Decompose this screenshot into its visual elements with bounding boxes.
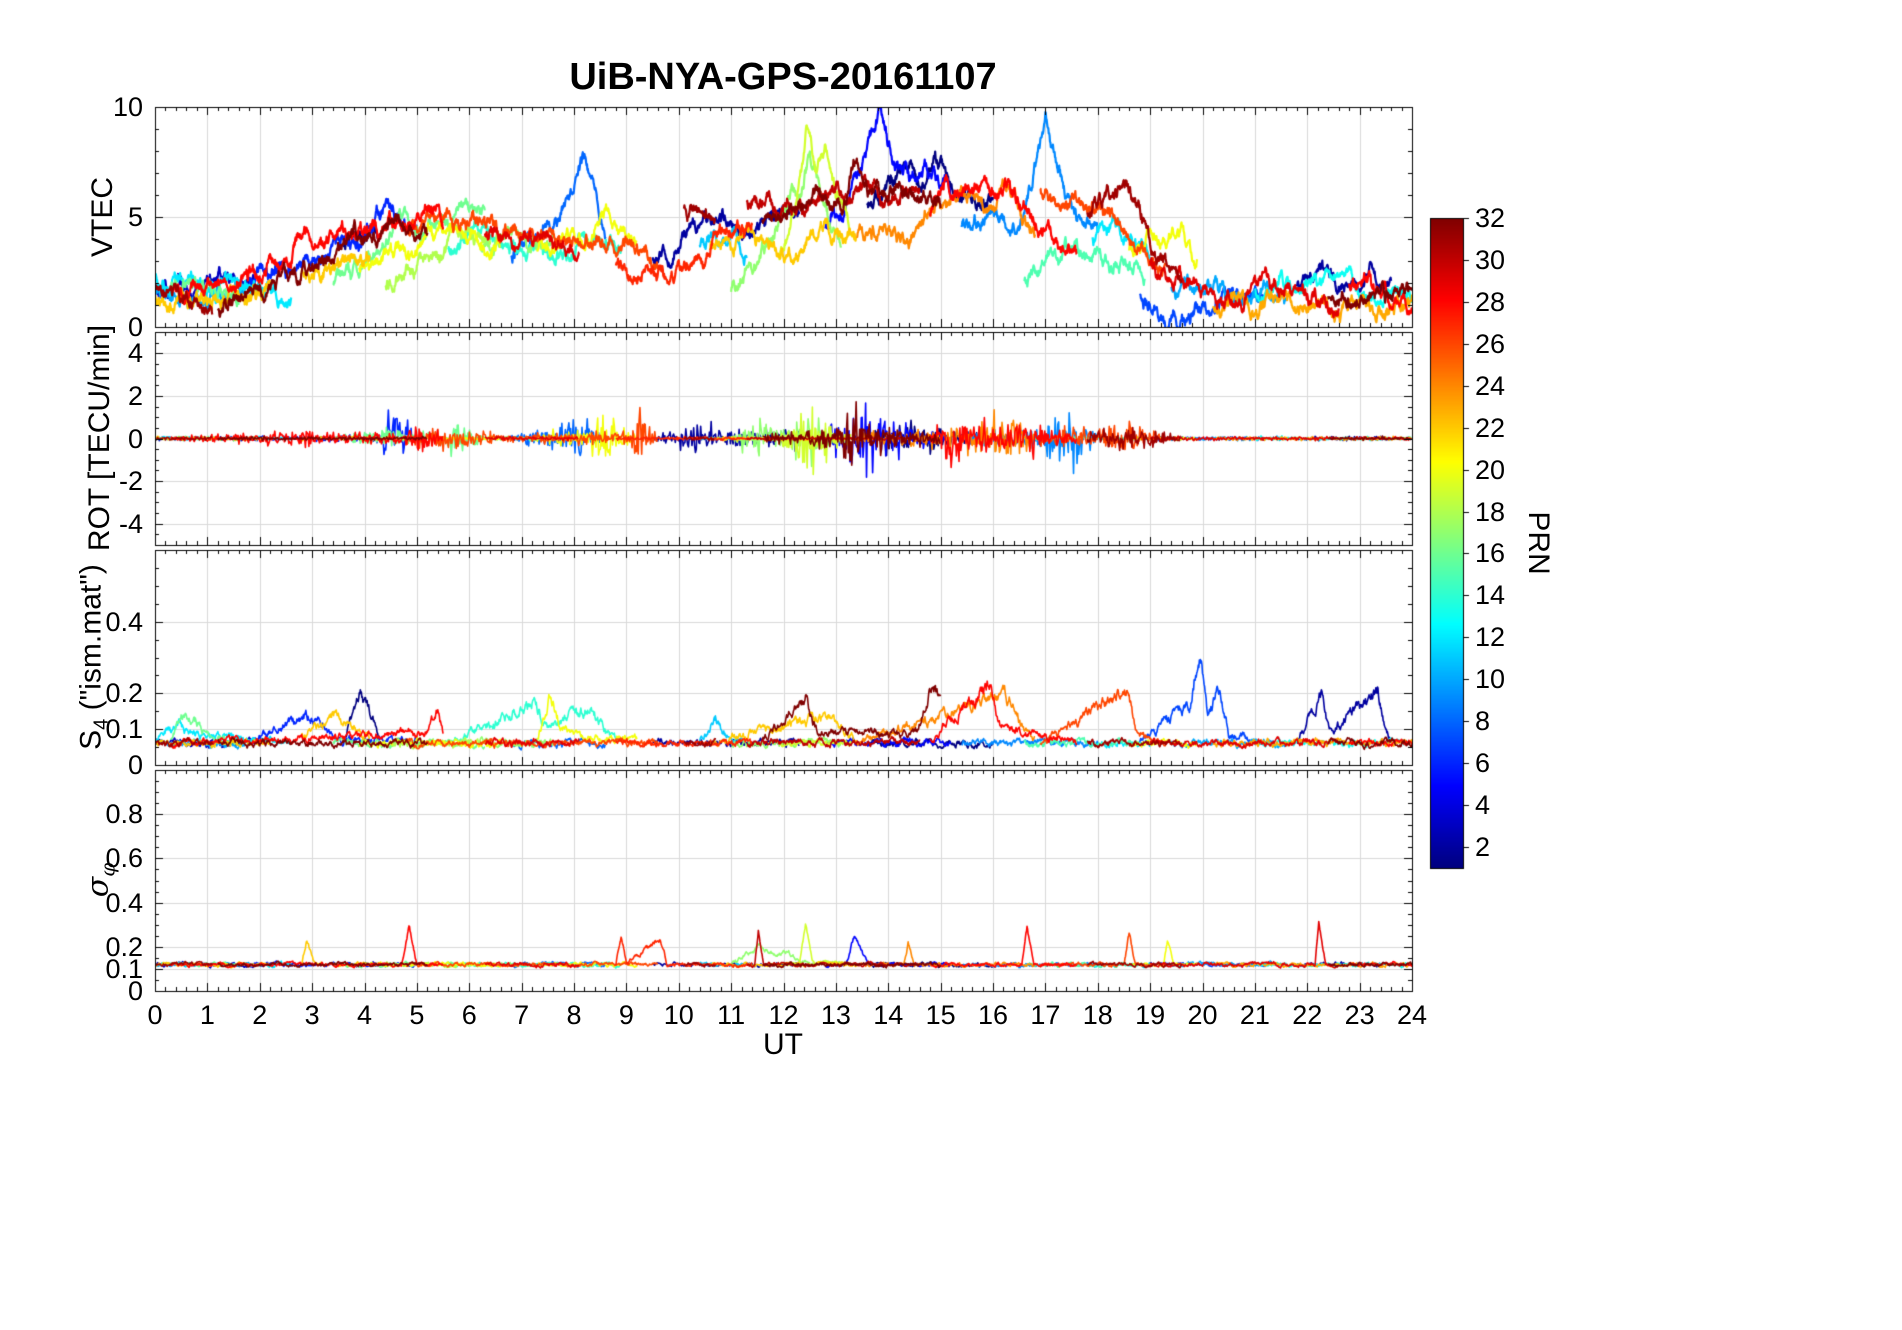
colorbar-tick-28: 28: [1475, 286, 1506, 317]
colorbar-tick-12: 12: [1475, 622, 1506, 653]
colorbar-tick-2: 2: [1475, 832, 1491, 863]
x-tick-12: 12: [768, 1000, 799, 1030]
colorbar-tick-32: 32: [1475, 203, 1506, 233]
x-tick-9: 9: [618, 1000, 634, 1030]
y-tick-rot--2: -2: [118, 466, 143, 497]
x-tick-7: 7: [514, 1000, 530, 1030]
colorbar-tick-16: 16: [1475, 538, 1506, 569]
colorbar-tick-14: 14: [1475, 580, 1506, 611]
x-tick-15: 15: [925, 1000, 956, 1030]
colorbar-tick-26: 26: [1475, 328, 1506, 359]
y-tick-s4-0: 0: [127, 750, 143, 780]
x-tick-14: 14: [873, 1000, 904, 1030]
y-tick-rot-2: 2: [127, 380, 143, 411]
x-tick-21: 21: [1239, 1000, 1270, 1030]
colorbar: [1430, 218, 1463, 868]
x-tick-17: 17: [1030, 1000, 1061, 1030]
x-tick-10: 10: [663, 1000, 694, 1030]
x-tick-4: 4: [356, 1000, 373, 1030]
y-tick-rot-4: 4: [127, 338, 143, 369]
x-tick-0: 0: [147, 1000, 163, 1030]
panel-s4: [155, 550, 1412, 765]
y-tick-sigma_phi-0: 0: [127, 976, 143, 1006]
panel-sigma-phi: [155, 770, 1412, 991]
colorbar-tick-6: 6: [1475, 748, 1491, 779]
y-tick-sigma_phi-0.6: 0.6: [105, 843, 143, 874]
colorbar-tick-10: 10: [1475, 664, 1506, 695]
colorbar-tick-18: 18: [1475, 496, 1506, 527]
colorbar-tick-24: 24: [1475, 370, 1506, 401]
y-tick-sigma_phi-0.2: 0.2: [105, 931, 143, 962]
xlabel-ut: UT: [763, 1028, 803, 1061]
x-tick-13: 13: [820, 1000, 851, 1030]
y-tick-sigma_phi-0.4: 0.4: [105, 887, 143, 918]
y-tick-rot--4: -4: [118, 508, 143, 539]
y-tick-s4-0.2: 0.2: [105, 678, 143, 709]
x-tick-11: 11: [717, 1000, 746, 1030]
x-tick-5: 5: [409, 1000, 425, 1030]
y-tick-vtec-10: 10: [112, 92, 143, 122]
panel-vtec: [155, 107, 1412, 327]
y-tick-sigma_phi-0.8: 0.8: [105, 799, 143, 830]
panel-rot: [155, 332, 1412, 545]
chart-title: UiB-NYA-GPS-20161107: [569, 56, 997, 98]
x-tick-23: 23: [1344, 1000, 1375, 1030]
x-tick-18: 18: [1082, 1000, 1113, 1030]
x-tick-3: 3: [304, 1000, 320, 1030]
colorbar-tick-22: 22: [1475, 412, 1506, 443]
y-tick-rot-0: 0: [127, 423, 143, 454]
colorbar-tick-4: 4: [1475, 790, 1491, 821]
colorbar-tick-20: 20: [1475, 454, 1506, 485]
x-tick-24: 24: [1396, 1000, 1428, 1030]
x-tick-8: 8: [566, 1000, 582, 1030]
x-tick-22: 22: [1292, 1000, 1323, 1030]
y-tick-s4-0.4: 0.4: [105, 606, 143, 637]
x-tick-16: 16: [977, 1000, 1009, 1030]
x-tick-6: 6: [461, 1000, 477, 1030]
y-tick-sigma_phi-0.1: 0.1: [105, 953, 143, 984]
x-tick-19: 19: [1135, 1000, 1166, 1030]
x-tick-2: 2: [252, 1000, 268, 1030]
colorbar-tick-8: 8: [1475, 706, 1491, 737]
colorbar-tick-30: 30: [1475, 244, 1506, 275]
y-tick-vtec-0: 0: [127, 312, 143, 342]
y-tick-s4-0.1: 0.1: [105, 714, 143, 745]
x-tick-20: 20: [1187, 1000, 1218, 1030]
y-tick-vtec-5: 5: [127, 202, 143, 232]
x-tick-1: 1: [199, 1000, 215, 1030]
